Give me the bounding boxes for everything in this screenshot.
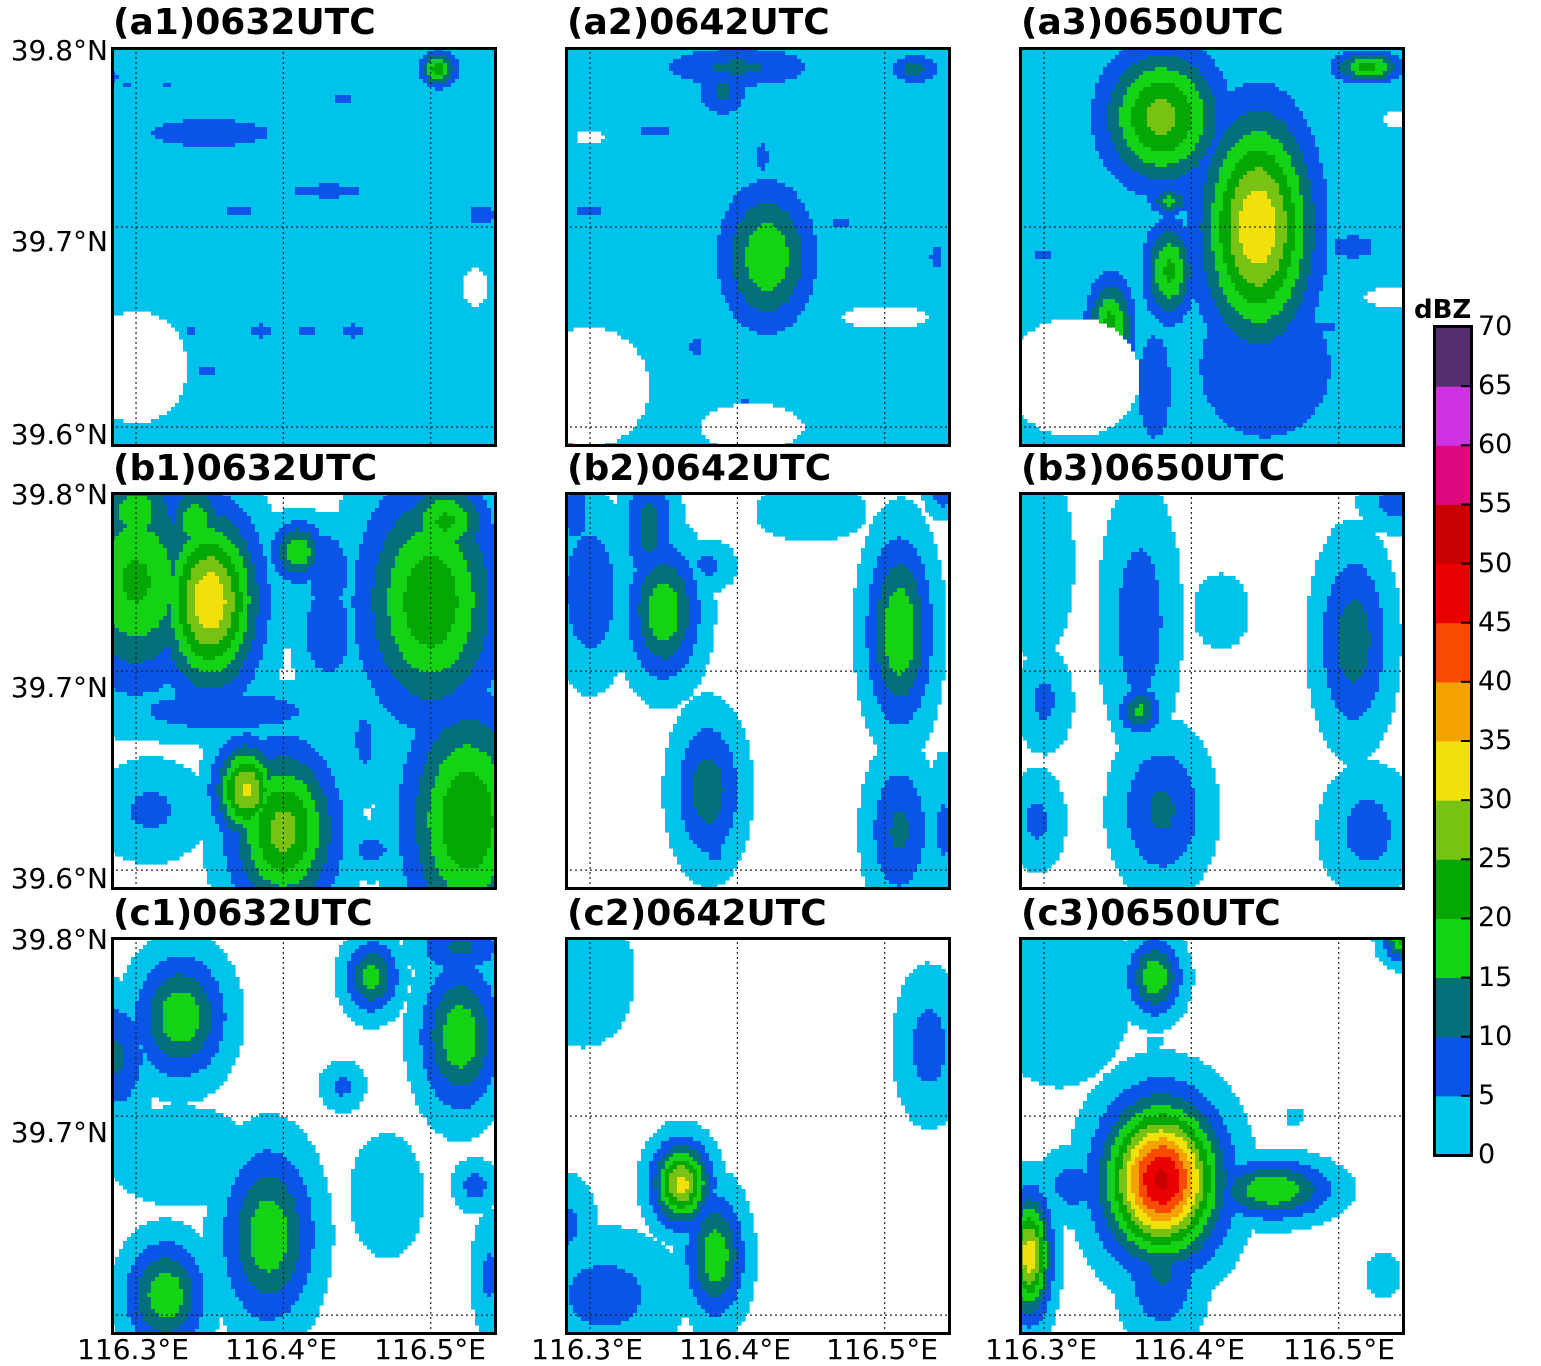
x-tick-label: 116.4°E: [225, 1336, 337, 1364]
x-tick-label: 116.4°E: [679, 1336, 791, 1364]
y-tick-label: 39.7°N: [0, 228, 108, 256]
colorbar-tick-label: 10: [1478, 1023, 1512, 1051]
colorbar: [1433, 325, 1473, 1157]
panel-title-b1: (b1)0632UTC: [113, 451, 377, 487]
y-tick-label: 39.6°N: [0, 421, 108, 449]
map-panel-c3: [1019, 937, 1405, 1335]
map-panel-a2: [565, 47, 951, 447]
reflectivity-field: [111, 492, 497, 890]
colorbar-tick-label: 25: [1478, 845, 1512, 873]
x-tick-label: 116.5°E: [374, 1336, 486, 1364]
colorbar-tick-label: 35: [1478, 727, 1512, 755]
map-panel-a1: [111, 47, 497, 447]
reflectivity-field: [565, 47, 951, 447]
colorbar-swatch: [1435, 682, 1471, 742]
panel-title-a2: (a2)0642UTC: [567, 5, 830, 41]
map-panel-c1: [111, 937, 497, 1335]
reflectivity-field: [111, 937, 497, 1335]
panel-title-b3: (b3)0650UTC: [1021, 451, 1285, 487]
colorbar-swatch: [1435, 445, 1471, 505]
panel-title-a3: (a3)0650UTC: [1021, 5, 1284, 41]
map-panel-b1: [111, 492, 497, 890]
map-panel-b2: [565, 492, 951, 890]
x-tick-label: 116.5°E: [826, 1336, 938, 1364]
panel-title-a1: (a1)0632UTC: [113, 5, 376, 41]
colorbar-swatch: [1435, 623, 1471, 683]
reflectivity-field: [1019, 492, 1405, 890]
map-panel-c2: [565, 937, 951, 1335]
x-tick-label: 116.3°E: [77, 1336, 189, 1364]
colorbar-tick-label: 70: [1478, 313, 1512, 341]
y-tick-label: 39.8°N: [0, 926, 108, 954]
colorbar-tick-label: 20: [1478, 904, 1512, 932]
colorbar-tick-label: 45: [1478, 609, 1512, 637]
colorbar-tick-label: 50: [1478, 550, 1512, 578]
colorbar-swatch: [1435, 504, 1471, 564]
colorbar-tick-label: 0: [1478, 1141, 1495, 1169]
y-tick-label: 39.7°N: [0, 1119, 108, 1147]
colorbar-tick-label: 60: [1478, 431, 1512, 459]
colorbar-swatch: [1435, 978, 1471, 1038]
y-tick-label: 39.7°N: [0, 674, 108, 702]
colorbar-swatch: [1435, 741, 1471, 801]
y-tick-label: 39.8°N: [0, 37, 108, 65]
panel-title-c3: (c3)0650UTC: [1021, 896, 1281, 932]
colorbar-swatch: [1435, 800, 1471, 860]
panel-title-c2: (c2)0642UTC: [567, 896, 827, 932]
y-tick-label: 39.8°N: [0, 481, 108, 509]
colorbar-tick-label: 65: [1478, 372, 1512, 400]
colorbar-swatch: [1435, 386, 1471, 446]
reflectivity-field: [565, 492, 951, 890]
map-panel-b3: [1019, 492, 1405, 890]
colorbar-swatch: [1435, 1096, 1471, 1156]
colorbar-unit-label: dBZ: [1414, 297, 1471, 323]
reflectivity-field: [1019, 47, 1405, 447]
colorbar-tick-label: 5: [1478, 1082, 1495, 1110]
colorbar-swatch: [1435, 327, 1471, 387]
x-tick-label: 116.3°E: [985, 1336, 1097, 1364]
reflectivity-field: [565, 937, 951, 1335]
y-tick-label: 39.6°N: [0, 865, 108, 893]
colorbar-swatch: [1435, 859, 1471, 919]
x-tick-label: 116.4°E: [1133, 1336, 1245, 1364]
colorbar-swatch: [1435, 564, 1471, 624]
reflectivity-field: [111, 47, 497, 447]
panel-title-b2: (b2)0642UTC: [567, 451, 831, 487]
panel-title-c1: (c1)0632UTC: [113, 896, 373, 932]
colorbar-tick-label: 40: [1478, 668, 1512, 696]
colorbar-swatch: [1435, 918, 1471, 978]
colorbar-tick-label: 55: [1478, 490, 1512, 518]
colorbar-tick-label: 15: [1478, 964, 1512, 992]
map-panel-a3: [1019, 47, 1405, 447]
colorbar-tick-label: 30: [1478, 786, 1512, 814]
colorbar-swatch: [1435, 1037, 1471, 1097]
reflectivity-field: [1019, 937, 1405, 1335]
x-tick-label: 116.5°E: [1283, 1336, 1395, 1364]
x-tick-label: 116.3°E: [531, 1336, 643, 1364]
